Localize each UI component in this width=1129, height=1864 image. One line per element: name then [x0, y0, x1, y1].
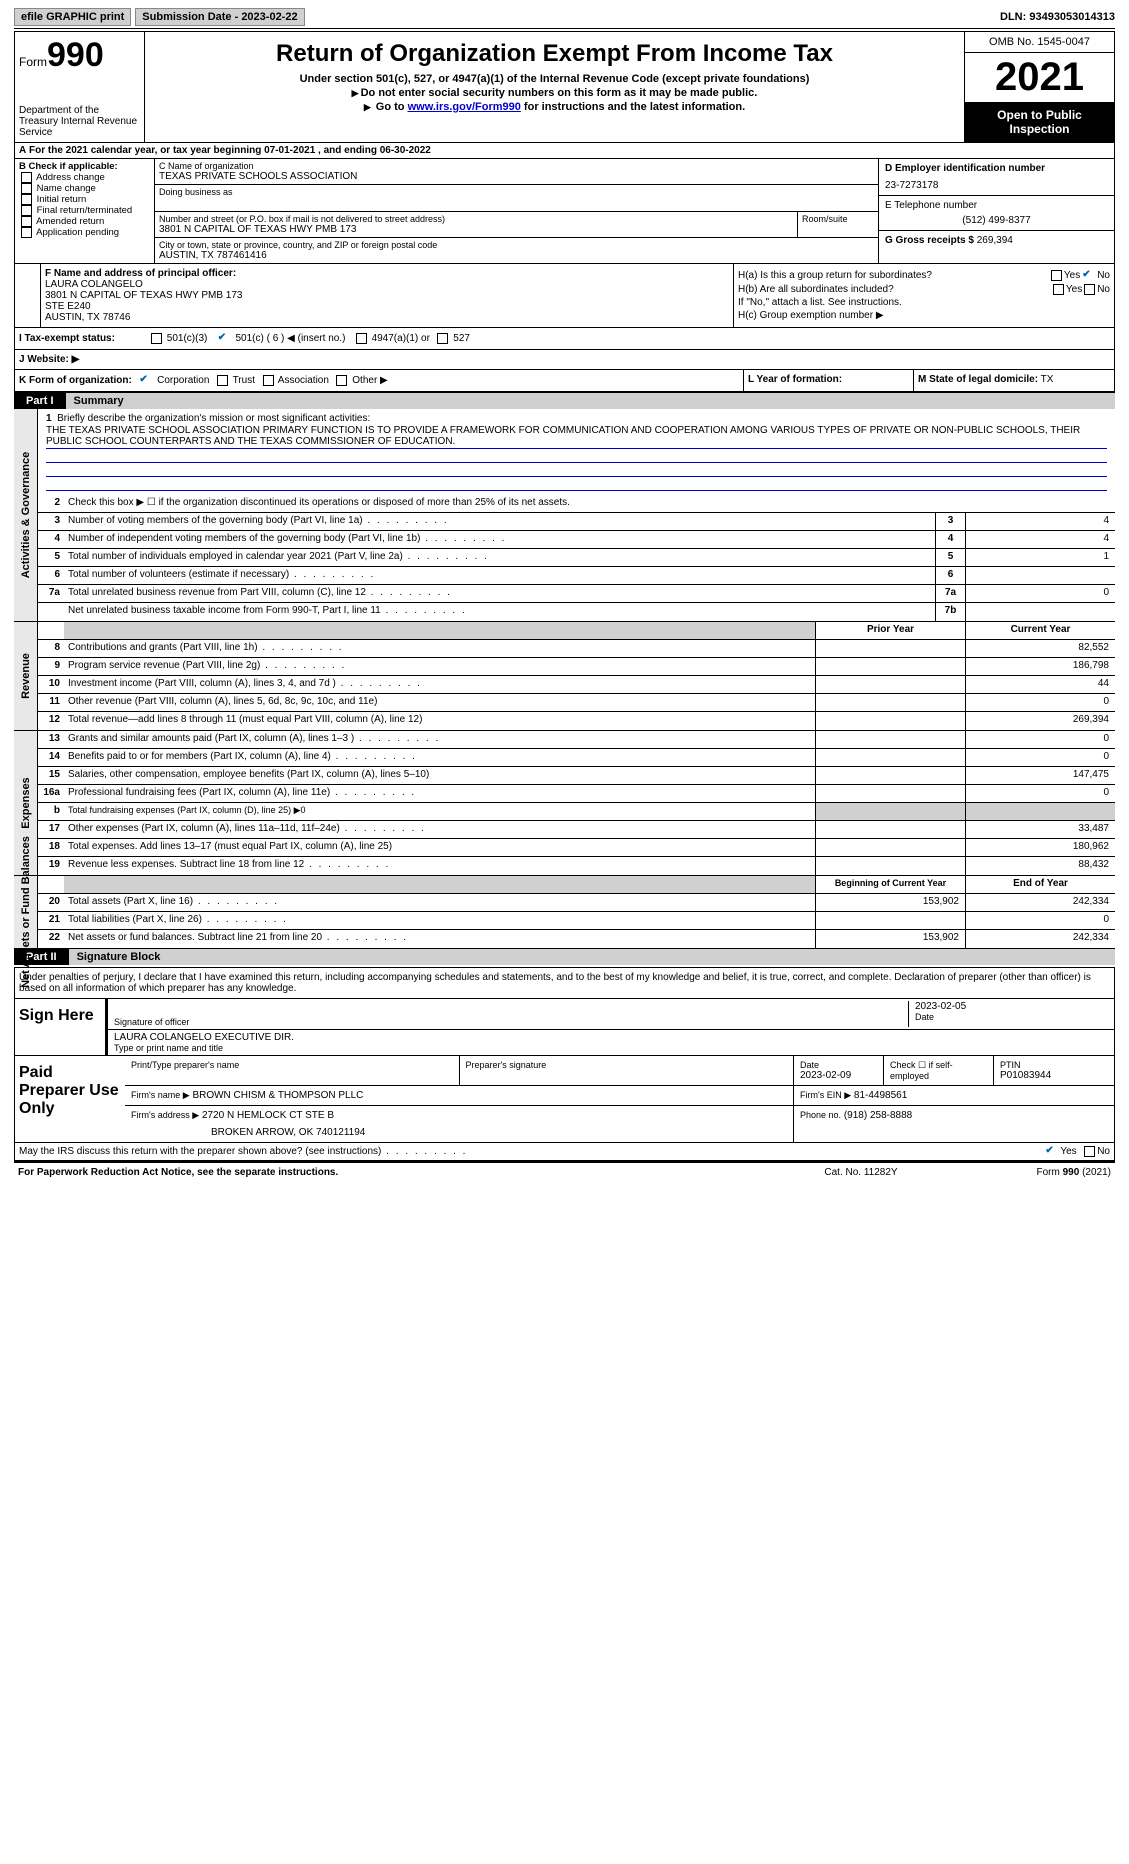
- row-a-tax-year: A For the 2021 calendar year, or tax yea…: [15, 143, 1114, 159]
- org-name: TEXAS PRIVATE SCHOOLS ASSOCIATION: [159, 171, 874, 182]
- form-page-ref: Form 990 (2021): [961, 1167, 1111, 1178]
- section-net-assets: Net Assets or Fund Balances Beginning of…: [14, 876, 1115, 949]
- val-21e: 0: [965, 912, 1115, 929]
- sig-date: 2023-02-05: [915, 1001, 1108, 1012]
- form-number: 990: [47, 36, 104, 74]
- prep-date: 2023-02-09: [800, 1070, 877, 1081]
- dln: DLN: 93493053014313: [1000, 11, 1115, 23]
- val-9: 186,798: [965, 658, 1115, 675]
- discuss-no[interactable]: [1084, 1146, 1095, 1157]
- signature-block: Under penalties of perjury, I declare th…: [14, 967, 1115, 1161]
- open-to-public: Open to Public Inspection: [965, 102, 1114, 142]
- val-14: 0: [965, 749, 1115, 766]
- hb-yes[interactable]: [1053, 284, 1064, 295]
- val-3: 4: [965, 513, 1115, 530]
- val-18: 180,962: [965, 839, 1115, 856]
- section-governance: Activities & Governance 1 Briefly descri…: [14, 409, 1115, 622]
- val-7a: 0: [965, 585, 1115, 602]
- chk-501c[interactable]: ✔: [218, 332, 231, 345]
- val-8: 82,552: [965, 640, 1115, 657]
- chk-application-pending[interactable]: Application pending: [19, 227, 150, 238]
- chk-501c3[interactable]: [151, 333, 162, 344]
- form-word: Form: [19, 55, 47, 69]
- sign-here-label: Sign Here: [15, 999, 105, 1055]
- officer-name: LAURA COLANGELO: [45, 279, 729, 290]
- ein: 23-7273178: [885, 174, 1108, 191]
- val-17: 33,487: [965, 821, 1115, 838]
- val-20e: 242,334: [965, 894, 1115, 911]
- hb-no[interactable]: [1084, 284, 1095, 295]
- page-footer: For Paperwork Reduction Act Notice, see …: [14, 1161, 1115, 1182]
- chk-trust[interactable]: [217, 375, 228, 386]
- val-15: 147,475: [965, 767, 1115, 784]
- val-5: 1: [965, 549, 1115, 566]
- phone: (512) 499-8377: [885, 211, 1108, 226]
- part2-header: Part II Signature Block: [14, 949, 1115, 965]
- section-revenue: Revenue Prior YearCurrent Year 8Contribu…: [14, 622, 1115, 731]
- val-6: [965, 567, 1115, 584]
- org-street: 3801 N CAPITAL OF TEXAS HWY PMB 173: [159, 224, 793, 235]
- firm-ein: 81-4498561: [854, 1090, 907, 1101]
- col-de: D Employer identification number 23-7273…: [879, 159, 1114, 263]
- col-c-org-info: C Name of organization TEXAS PRIVATE SCH…: [155, 159, 879, 263]
- val-12: 269,394: [965, 712, 1115, 730]
- chk-initial-return[interactable]: Initial return: [19, 194, 150, 205]
- val-22e: 242,334: [965, 930, 1115, 948]
- ha-no[interactable]: ✔: [1082, 269, 1095, 282]
- chk-amended-return[interactable]: Amended return: [19, 216, 150, 227]
- subtitle-2: Do not enter social security numbers on …: [153, 86, 956, 100]
- arrow-indicator: [15, 264, 41, 327]
- section-expenses: Expenses 13Grants and similar amounts pa…: [14, 731, 1115, 876]
- col-b-checkboxes: B Check if applicable: Address change Na…: [15, 159, 155, 263]
- row-j-website: J Website: ▶: [19, 354, 79, 365]
- main-form-grid: A For the 2021 calendar year, or tax yea…: [14, 143, 1115, 393]
- officer-name-title: LAURA COLANGELO EXECUTIVE DIR.: [114, 1032, 1108, 1043]
- top-bar: efile GRAPHIC print Submission Date - 20…: [14, 8, 1115, 29]
- domicile-state: TX: [1041, 374, 1054, 385]
- val-19: 88,432: [965, 857, 1115, 875]
- val-10: 44: [965, 676, 1115, 693]
- subtitle-3: Go to www.irs.gov/Form990 for instructio…: [153, 100, 956, 114]
- chk-name-change[interactable]: Name change: [19, 183, 150, 194]
- dept-treasury: Department of the Treasury Internal Reve…: [19, 105, 140, 138]
- paid-preparer-label: Paid Preparer Use Only: [15, 1056, 125, 1142]
- org-city: AUSTIN, TX 787461416: [159, 250, 874, 261]
- chk-527[interactable]: [437, 333, 448, 344]
- form-header: Form990 Department of the Treasury Inter…: [14, 31, 1115, 143]
- discuss-yes[interactable]: ✔: [1045, 1145, 1058, 1158]
- val-4: 4: [965, 531, 1115, 548]
- val-11: 0: [965, 694, 1115, 711]
- val-16a: 0: [965, 785, 1115, 802]
- ha-yes[interactable]: [1051, 270, 1062, 281]
- val-20b: 153,902: [815, 894, 965, 911]
- omb-number: OMB No. 1545-0047: [965, 32, 1114, 53]
- efile-print-button[interactable]: efile GRAPHIC print: [14, 8, 131, 26]
- chk-other[interactable]: [336, 375, 347, 386]
- subtitle-1: Under section 501(c), 527, or 4947(a)(1)…: [153, 72, 956, 86]
- chk-assoc[interactable]: [263, 375, 274, 386]
- col-f-officer: F Name and address of principal officer:…: [41, 264, 734, 327]
- chk-corp[interactable]: ✔: [139, 374, 152, 387]
- firm-name: BROWN CHISM & THOMPSON PLLC: [192, 1090, 363, 1101]
- val-13: 0: [965, 731, 1115, 748]
- submission-date: Submission Date - 2023-02-22: [135, 8, 304, 26]
- gross-receipts: 269,394: [977, 235, 1013, 246]
- chk-address-change[interactable]: Address change: [19, 172, 150, 183]
- tax-year: 2021: [965, 53, 1114, 102]
- form-title: Return of Organization Exempt From Incom…: [153, 36, 956, 72]
- irs-link[interactable]: www.irs.gov/Form990: [408, 101, 521, 113]
- part1-header: Part I Summary: [14, 393, 1115, 409]
- chk-4947[interactable]: [356, 333, 367, 344]
- mission-text: THE TEXAS PRIVATE SCHOOL ASSOCIATION PRI…: [46, 424, 1107, 449]
- val-22b: 153,902: [815, 930, 965, 948]
- val-7b: [965, 603, 1115, 621]
- col-h: H(a) Is this a group return for subordin…: [734, 264, 1114, 327]
- ptin: P01083944: [1000, 1070, 1108, 1081]
- prep-phone: (918) 258-8888: [844, 1110, 912, 1121]
- chk-final-return[interactable]: Final return/terminated: [19, 205, 150, 216]
